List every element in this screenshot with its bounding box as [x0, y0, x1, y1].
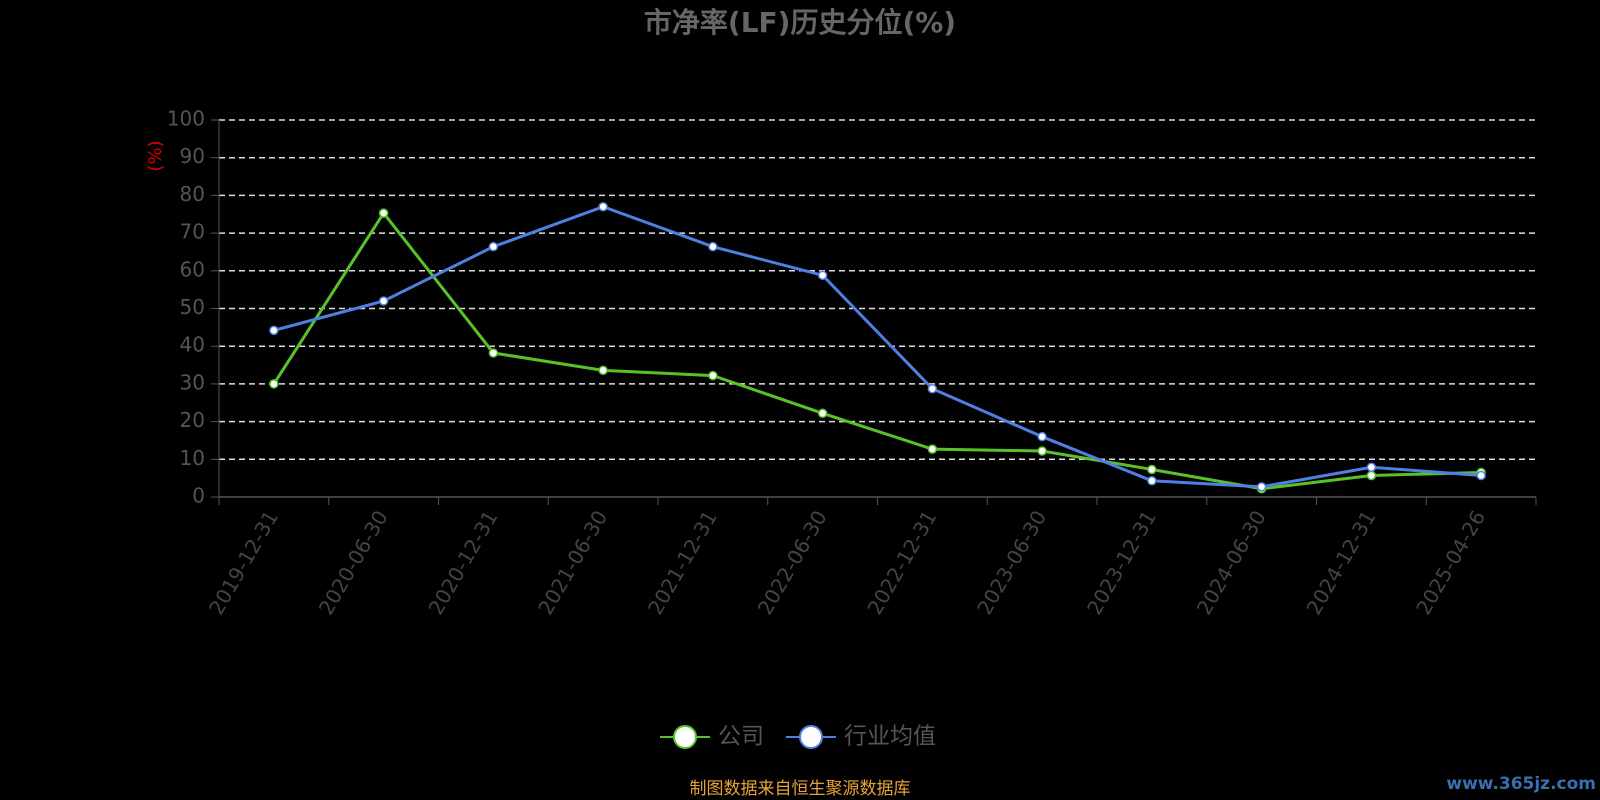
- data-point: [488, 241, 499, 252]
- y-axis-label: (%): [145, 140, 166, 171]
- data-point: [1366, 470, 1377, 481]
- series-line: [273, 205, 1482, 489]
- data-point: [817, 270, 828, 281]
- data-point: [927, 444, 938, 454]
- data-point: [1476, 470, 1486, 481]
- legend-marker: [799, 725, 823, 749]
- y-tick-label: 30: [180, 370, 205, 394]
- y-tick-label: 40: [180, 333, 205, 357]
- legend-label: 行业均值: [844, 724, 936, 750]
- data-point: [378, 296, 389, 306]
- y-tick-label: 60: [180, 257, 205, 281]
- legend-marker: [673, 725, 697, 749]
- data-point: [708, 241, 718, 252]
- data-point: [1256, 482, 1267, 492]
- y-tick-label: 50: [180, 295, 205, 319]
- y-tick-label: 80: [180, 182, 205, 206]
- data-point: [927, 384, 938, 394]
- data-point: [817, 408, 828, 419]
- data-point: [1366, 462, 1377, 472]
- data-point: [1037, 431, 1047, 442]
- y-tick-label: 0: [192, 484, 205, 508]
- data-point: [269, 325, 279, 336]
- source-note: 制图数据来自恒生聚源数据库: [690, 779, 911, 799]
- y-tick-label: 70: [180, 220, 205, 244]
- data-point: [1147, 476, 1157, 486]
- data-point: [598, 201, 608, 212]
- y-tick-label: 10: [180, 446, 205, 470]
- data-point: [708, 370, 718, 381]
- data-point: [598, 365, 608, 376]
- data-point: [1037, 446, 1047, 456]
- data-point: [378, 208, 389, 218]
- data-point: [1147, 464, 1157, 475]
- watermark: www.365jz.com: [1446, 774, 1596, 794]
- data-point: [269, 379, 279, 389]
- y-tick-label: 100: [167, 107, 205, 131]
- data-point: [488, 348, 499, 358]
- y-tick-label: 20: [180, 408, 205, 432]
- chart-title: 市净率(LF)历史分位(%): [644, 6, 956, 39]
- series-line: [272, 210, 1482, 491]
- legend-label: 公司: [718, 724, 764, 750]
- y-tick-label: 90: [180, 144, 205, 168]
